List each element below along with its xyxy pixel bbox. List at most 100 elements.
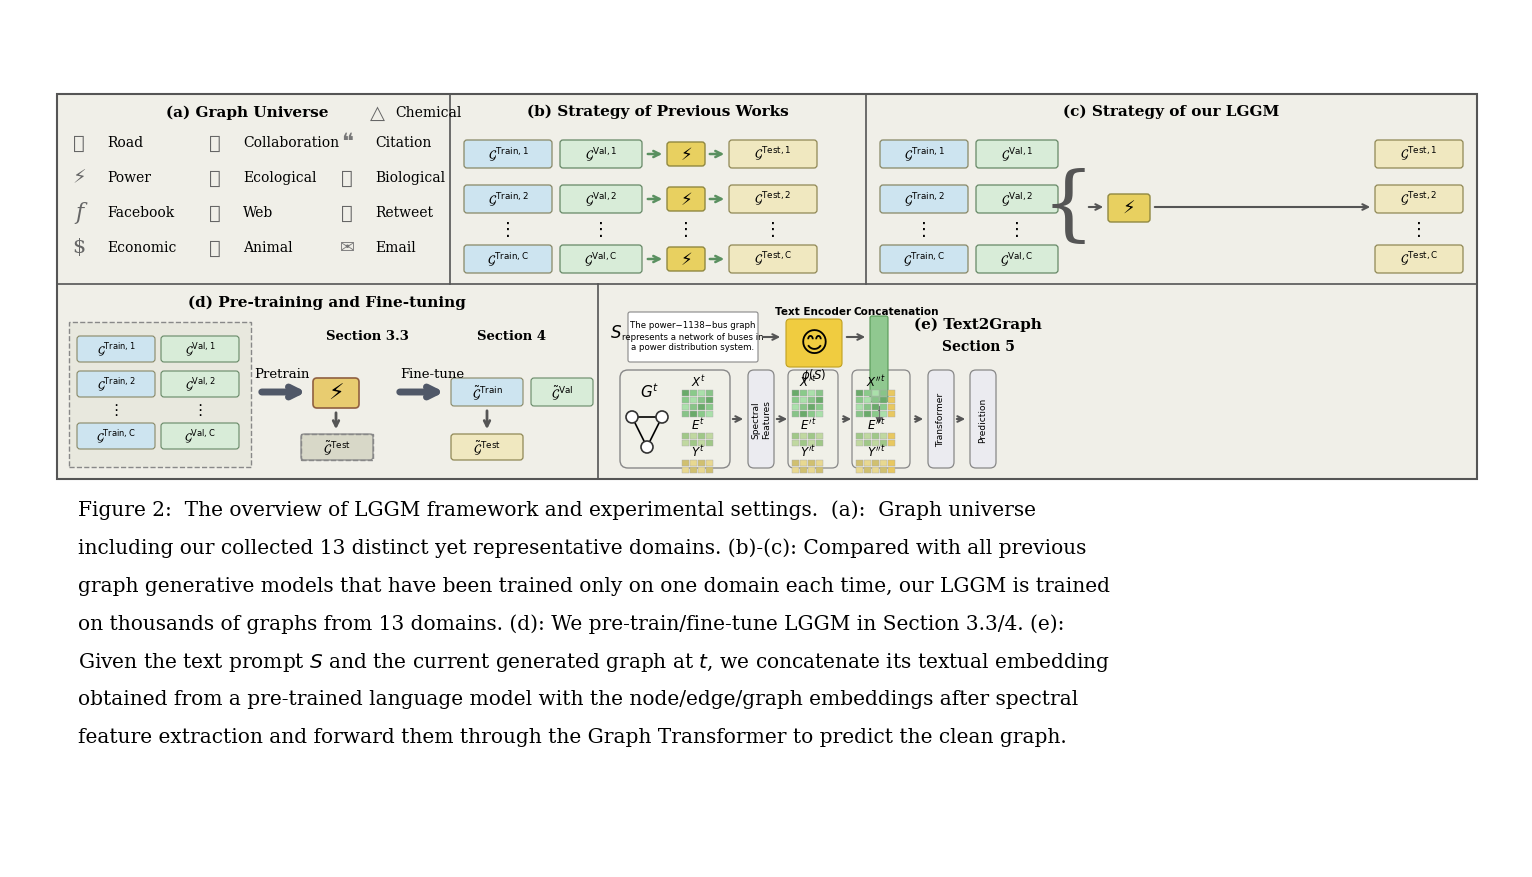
Bar — [864, 397, 872, 403]
Bar — [689, 460, 697, 467]
Text: Email: Email — [375, 240, 415, 254]
Text: $\mathcal{G}^{\mathrm{Train,2}}$: $\mathcal{G}^{\mathrm{Train,2}}$ — [904, 191, 944, 209]
Bar — [807, 467, 815, 474]
Text: 🅐: 🅐 — [74, 133, 84, 153]
Bar — [864, 467, 872, 474]
Text: Web: Web — [244, 206, 273, 220]
Text: $X''^t$: $X''^t$ — [866, 374, 885, 389]
FancyBboxPatch shape — [666, 247, 705, 272]
Circle shape — [656, 411, 668, 424]
Bar — [689, 390, 697, 396]
Text: $\mathcal{G}^{\mathrm{Train,2}}$: $\mathcal{G}^{\mathrm{Train,2}}$ — [487, 191, 529, 209]
FancyBboxPatch shape — [161, 372, 239, 397]
Bar — [817, 411, 823, 417]
Text: $\tilde{\mathcal{G}}^{\mathrm{Test}}$: $\tilde{\mathcal{G}}^{\mathrm{Test}}$ — [473, 438, 501, 456]
Text: ⚡: ⚡ — [680, 191, 692, 209]
Bar — [879, 460, 887, 467]
Bar — [856, 433, 863, 439]
FancyBboxPatch shape — [786, 319, 843, 367]
Text: Concatenation: Concatenation — [853, 307, 939, 317]
Circle shape — [640, 441, 653, 453]
FancyBboxPatch shape — [561, 246, 642, 274]
Text: ⋮: ⋮ — [1008, 221, 1026, 239]
Bar — [817, 467, 823, 474]
Bar — [706, 433, 714, 439]
Bar — [889, 440, 895, 446]
Bar — [889, 397, 895, 403]
Text: $\mathcal{G}^{\mathrm{Val,1}}$: $\mathcal{G}^{\mathrm{Val,1}}$ — [185, 341, 216, 358]
Bar — [856, 404, 863, 410]
FancyBboxPatch shape — [729, 141, 817, 168]
Bar — [682, 440, 689, 446]
Bar — [879, 390, 887, 396]
Text: Figure 2:  The overview of LGGM framework and experimental settings.  (a):  Grap: Figure 2: The overview of LGGM framework… — [78, 500, 1036, 519]
Text: $Y''^t$: $Y''^t$ — [867, 444, 885, 460]
Text: $Y'^t$: $Y'^t$ — [800, 444, 817, 460]
Text: including our collected 13 distinct yet representative domains. (b)-(c): Compare: including our collected 13 distinct yet … — [78, 538, 1086, 557]
Text: Fine-tune: Fine-tune — [400, 368, 464, 381]
FancyBboxPatch shape — [879, 186, 968, 214]
Text: $\mathcal{G}^{\mathrm{Train,C}}$: $\mathcal{G}^{\mathrm{Train,C}}$ — [487, 251, 529, 268]
Bar — [699, 404, 705, 410]
Text: Road: Road — [107, 136, 142, 150]
Text: $: $ — [72, 239, 86, 257]
Bar — [879, 467, 887, 474]
Text: $\mathcal{G}^{\mathrm{Val,1}}$: $\mathcal{G}^{\mathrm{Val,1}}$ — [585, 146, 617, 163]
Bar — [864, 440, 872, 446]
Bar — [817, 440, 823, 446]
Text: $\mathcal{G}^{\mathrm{Train,1}}$: $\mathcal{G}^{\mathrm{Train,1}}$ — [904, 146, 944, 163]
Circle shape — [627, 411, 637, 424]
Text: ⋮: ⋮ — [499, 221, 516, 239]
Bar — [856, 440, 863, 446]
Bar — [807, 411, 815, 417]
Text: Power: Power — [107, 171, 152, 185]
Bar — [864, 404, 872, 410]
Text: ⚡: ⚡ — [328, 383, 343, 403]
Text: ⚡: ⚡ — [680, 146, 692, 164]
Text: ⋮: ⋮ — [109, 403, 124, 418]
Bar — [889, 467, 895, 474]
FancyBboxPatch shape — [852, 371, 910, 468]
FancyBboxPatch shape — [161, 337, 239, 362]
Text: Collaboration: Collaboration — [244, 136, 339, 150]
Text: $X'^t$: $X'^t$ — [800, 374, 817, 389]
Bar — [879, 404, 887, 410]
Bar — [682, 397, 689, 403]
FancyBboxPatch shape — [450, 434, 522, 460]
Bar — [792, 411, 800, 417]
Text: ⚡: ⚡ — [72, 168, 86, 188]
Text: $\tilde{\mathcal{G}}^{\mathrm{Val}}$: $\tilde{\mathcal{G}}^{\mathrm{Val}}$ — [552, 383, 573, 402]
Bar — [872, 440, 879, 446]
Bar — [706, 397, 714, 403]
Bar — [699, 411, 705, 417]
Text: on thousands of graphs from 13 domains. (d): We pre-train/fine-tune LGGM in Sect: on thousands of graphs from 13 domains. … — [78, 614, 1065, 633]
Bar — [682, 460, 689, 467]
Text: $\tilde{\mathcal{G}}^{\mathrm{Train}}$: $\tilde{\mathcal{G}}^{\mathrm{Train}}$ — [472, 383, 502, 402]
Text: $\mathcal{G}^{\mathrm{Test,2}}$: $\mathcal{G}^{\mathrm{Test,2}}$ — [754, 190, 792, 209]
FancyBboxPatch shape — [450, 379, 522, 407]
Text: (b) Strategy of Previous Works: (b) Strategy of Previous Works — [527, 104, 789, 119]
Bar — [792, 467, 800, 474]
FancyBboxPatch shape — [729, 186, 817, 214]
Text: represents a network of buses in: represents a network of buses in — [622, 332, 764, 341]
Bar — [817, 460, 823, 467]
Text: Facebook: Facebook — [107, 206, 175, 220]
Bar — [807, 460, 815, 467]
Bar — [889, 390, 895, 396]
Text: $E'^t$: $E'^t$ — [800, 417, 817, 432]
Text: $E''^t$: $E''^t$ — [867, 417, 885, 432]
Bar — [856, 390, 863, 396]
Bar — [800, 390, 807, 396]
Bar — [807, 404, 815, 410]
Bar — [879, 411, 887, 417]
Bar — [856, 397, 863, 403]
Text: ⋮: ⋮ — [915, 221, 933, 239]
Bar — [800, 404, 807, 410]
FancyBboxPatch shape — [976, 141, 1059, 168]
Bar — [889, 460, 895, 467]
FancyBboxPatch shape — [879, 141, 968, 168]
Bar — [872, 460, 879, 467]
Text: Given the text prompt $S$ and the current generated graph at $t$, we concatenate: Given the text prompt $S$ and the curren… — [78, 650, 1109, 673]
Bar — [682, 411, 689, 417]
FancyBboxPatch shape — [464, 186, 552, 214]
